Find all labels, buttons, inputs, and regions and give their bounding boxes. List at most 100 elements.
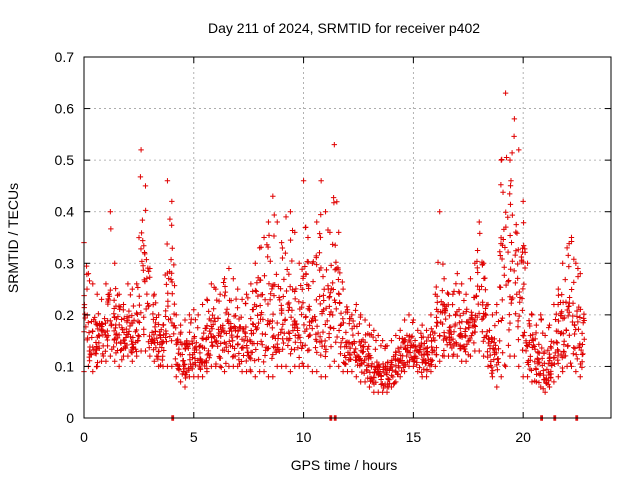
data-point — [507, 191, 513, 197]
data-point — [520, 286, 526, 292]
data-point — [242, 334, 249, 340]
data-point — [499, 256, 505, 262]
data-point — [439, 287, 446, 294]
data-point — [495, 318, 502, 325]
data-point — [480, 315, 486, 321]
data-point — [562, 276, 568, 283]
chart-title: Day 211 of 2024, SRMTID for receiver p40… — [208, 20, 480, 36]
data-point — [184, 338, 190, 344]
data-point — [393, 363, 399, 369]
data-point — [310, 278, 316, 285]
data-point — [285, 342, 291, 349]
data-point — [331, 358, 338, 364]
data-point — [306, 332, 313, 338]
x-tick-label: 5 — [190, 429, 198, 445]
data-point — [129, 286, 136, 292]
data-point — [166, 268, 173, 275]
data-point — [138, 230, 145, 236]
data-point — [278, 307, 285, 314]
data-point — [327, 290, 334, 296]
data-point — [527, 332, 534, 339]
data-point — [520, 332, 526, 339]
data-point — [261, 234, 267, 241]
data-point — [559, 260, 566, 266]
data-point — [473, 293, 479, 300]
data-point — [107, 287, 114, 293]
data-point — [361, 357, 368, 363]
data-point — [488, 364, 495, 370]
data-point — [516, 313, 522, 319]
data-point — [146, 344, 152, 351]
y-tick-label: 0.4 — [55, 204, 75, 220]
data-point — [129, 312, 135, 319]
data-point — [232, 325, 239, 331]
data-point — [165, 298, 171, 304]
data-point — [115, 313, 121, 320]
data-point — [186, 329, 193, 335]
data-point — [498, 374, 504, 380]
data-point — [463, 291, 469, 297]
data-point — [299, 360, 305, 367]
data-point — [121, 315, 127, 322]
data-point — [297, 334, 303, 341]
data-point — [428, 312, 434, 318]
data-point — [507, 320, 513, 326]
data-point — [331, 325, 337, 332]
data-point — [411, 358, 417, 365]
data-point — [218, 328, 225, 335]
data-point — [102, 348, 109, 355]
data-point — [368, 375, 374, 381]
data-point — [344, 307, 351, 313]
data-point — [101, 315, 108, 322]
data-point — [516, 363, 522, 370]
data-point — [326, 334, 332, 341]
data-point — [388, 337, 395, 344]
data-point — [248, 349, 254, 356]
data-point — [529, 337, 535, 344]
data-point — [146, 333, 153, 339]
data-point — [163, 281, 170, 288]
data-point — [546, 322, 553, 328]
data-point — [189, 340, 196, 347]
data-point — [536, 341, 542, 348]
data-point — [135, 332, 141, 339]
data-point — [367, 369, 373, 376]
data-point — [235, 341, 241, 347]
data-point — [410, 363, 417, 370]
data-point — [511, 353, 518, 359]
data-point — [285, 301, 291, 307]
data-point — [538, 384, 544, 390]
data-point — [182, 384, 188, 390]
data-point — [157, 341, 163, 348]
data-point — [366, 343, 372, 350]
data-point — [305, 285, 312, 292]
data-point — [116, 332, 122, 338]
data-point — [353, 374, 359, 380]
data-point — [104, 334, 110, 340]
data-point — [533, 379, 540, 385]
data-point — [249, 306, 256, 313]
data-point — [224, 306, 230, 312]
data-point — [381, 370, 387, 376]
data-point — [145, 339, 152, 345]
data-point — [472, 312, 479, 319]
data-point — [271, 292, 277, 299]
data-point — [305, 347, 311, 354]
data-point — [229, 338, 236, 344]
data-point — [343, 329, 349, 336]
data-point — [352, 307, 359, 314]
data-point — [130, 320, 136, 326]
data-point — [141, 314, 147, 320]
data-point — [331, 200, 337, 206]
data-point — [210, 321, 216, 328]
data-point — [388, 384, 395, 390]
data-point — [306, 307, 313, 313]
data-point — [391, 353, 397, 360]
data-point — [565, 313, 571, 319]
data-point — [125, 331, 131, 338]
data-point — [253, 346, 259, 353]
data-point — [561, 349, 567, 355]
data-point — [156, 348, 162, 354]
data-point — [218, 364, 225, 371]
data-point — [359, 369, 365, 375]
